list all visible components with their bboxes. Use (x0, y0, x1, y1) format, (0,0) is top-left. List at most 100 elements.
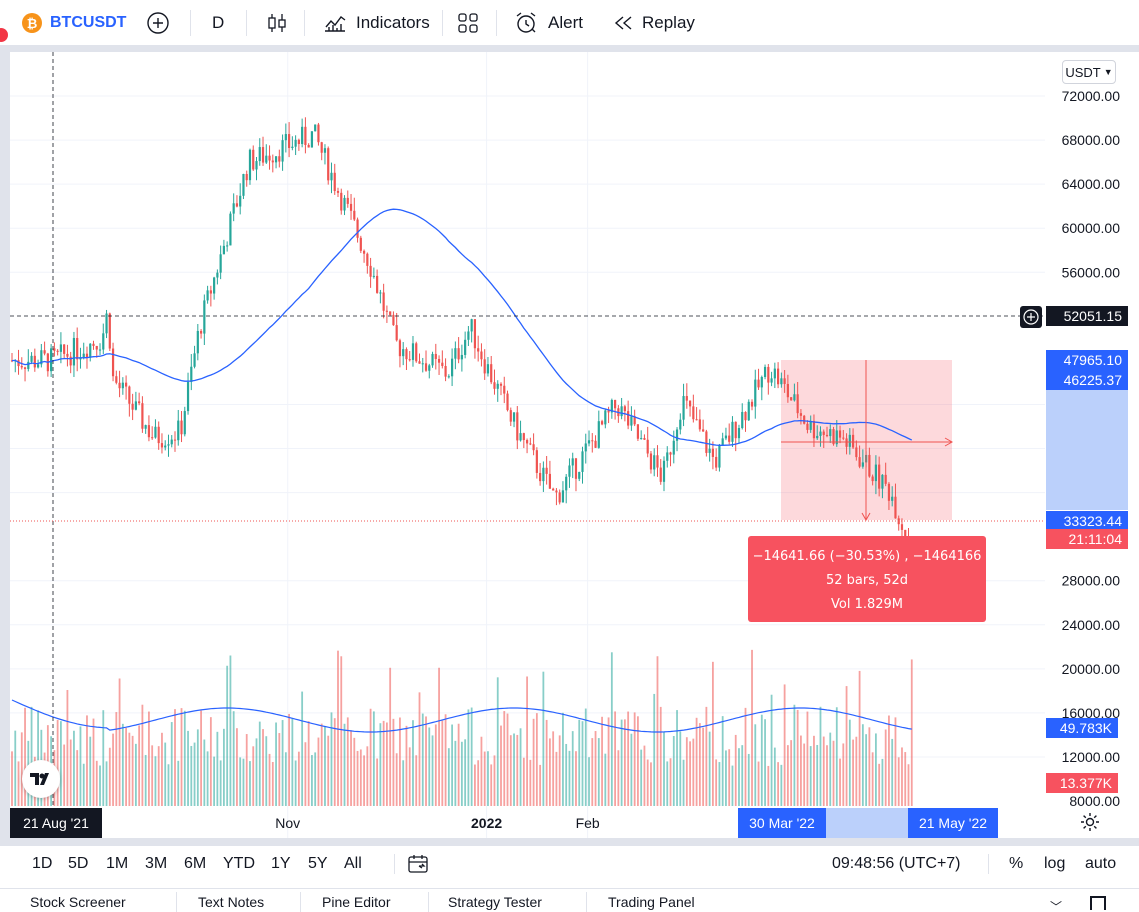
auto-scale-button[interactable]: auto (1085, 855, 1117, 872)
measure-change: −14641.66 (−30.53%) , −1464166 (752, 549, 982, 564)
candle-body (636, 424, 640, 439)
indicators-button[interactable]: Indicators (322, 0, 430, 46)
volume-bar (56, 720, 59, 806)
crosshair-price-tag: 52051.15 (1046, 306, 1128, 326)
volume-bar (115, 712, 118, 806)
maximize-panel-icon[interactable] (1090, 896, 1106, 910)
volume-bar (855, 736, 858, 806)
currency-label: USDT (1065, 64, 1101, 80)
range-button-3m[interactable]: 3M (145, 855, 168, 872)
symbol-label: BTCUSDT (50, 14, 127, 31)
percent-scale-button[interactable]: % (1009, 855, 1024, 872)
candle-body (105, 313, 108, 334)
interval-button[interactable]: D (212, 0, 224, 46)
candle-body (464, 339, 467, 355)
candle-body (669, 452, 672, 455)
chart-type-button[interactable] (266, 0, 288, 46)
tab-text-notes[interactable]: Text Notes (198, 894, 265, 910)
moving-average-line (11, 208, 913, 446)
range-button-all[interactable]: All (344, 855, 362, 872)
candle-body (574, 458, 578, 479)
candle-body (480, 351, 483, 360)
candle-body (486, 364, 490, 374)
add-alert-plus-icon[interactable] (1020, 306, 1042, 328)
compare-symbol-button[interactable] (146, 0, 170, 46)
candle-body (653, 455, 656, 470)
bottom-toolbar (0, 846, 1139, 882)
volume-bar (402, 760, 405, 806)
tab-strategy-tester[interactable]: Strategy Tester (448, 894, 542, 910)
candle-body (499, 383, 503, 386)
range-button-5y[interactable]: 5Y (308, 855, 328, 872)
candle-body (59, 344, 62, 352)
volume-bar (138, 725, 141, 806)
candle-body (128, 386, 131, 404)
layouts-button[interactable] (456, 0, 480, 46)
tab-pine-editor[interactable]: Pine Editor (322, 894, 391, 910)
tradingview-logo[interactable] (22, 760, 60, 798)
range-button-1d[interactable]: 1D (32, 855, 53, 872)
tab-trading-panel[interactable]: Trading Panel (608, 894, 695, 910)
tab-stock-screener[interactable]: Stock Screener (30, 894, 126, 910)
volume-bar (490, 764, 493, 806)
candle-body (27, 361, 30, 369)
toolbar-divider (496, 10, 497, 36)
volume-bar (738, 748, 740, 806)
volume-bar (786, 745, 789, 806)
range-button-6m[interactable]: 6M (184, 855, 207, 872)
candle-body (806, 423, 809, 430)
log-scale-button[interactable]: log (1044, 855, 1066, 872)
range-button-1m[interactable]: 1M (106, 855, 129, 872)
candle-body (695, 419, 698, 421)
volume-bar (151, 745, 154, 806)
alert-button[interactable]: Alert (514, 0, 583, 46)
candle-body (558, 492, 561, 503)
volume-bar (174, 709, 176, 806)
chevron-down-icon[interactable]: ﹀ (1050, 900, 1063, 912)
replay-button[interactable]: Replay (612, 0, 695, 46)
volume-bar (294, 760, 297, 806)
candle-body (490, 364, 493, 383)
price-tick-label: 12000.00 (1062, 749, 1121, 765)
volume-bar (760, 714, 763, 806)
candle-body (415, 343, 418, 362)
volume-bar (637, 716, 639, 806)
candle-body (121, 382, 124, 389)
range-button-5d[interactable]: 5D (68, 855, 89, 872)
candle-body (118, 382, 121, 389)
candle-body (851, 434, 855, 448)
candle-body (600, 421, 604, 425)
volume-bar (858, 670, 861, 806)
candle-body (496, 383, 499, 389)
goto-date-icon[interactable] (406, 852, 430, 876)
volume-bar (340, 656, 343, 806)
volume-bar (438, 667, 440, 806)
volume-bar (304, 742, 307, 806)
volume-bar (568, 750, 571, 806)
volume-bar (610, 652, 613, 806)
currency-dropdown[interactable]: USDT ▼ (1062, 60, 1116, 84)
candle-body (219, 254, 222, 273)
volume-bar (601, 716, 603, 806)
clock-timezone-button[interactable]: 09:48:56 (UTC+7) (832, 855, 961, 872)
volume-bar (852, 739, 854, 806)
candle-body (340, 192, 343, 211)
volume-bar (506, 713, 509, 806)
settings-gear-icon[interactable] (1078, 810, 1102, 834)
price-tick-label: 60000.00 (1062, 220, 1121, 236)
candle-body (213, 277, 216, 294)
volume-bar (698, 723, 701, 806)
time-axis-labels: Nov 2022 Feb (275, 815, 600, 831)
volume-bar (493, 755, 496, 806)
volume-bar (161, 732, 163, 806)
candle-body (568, 465, 571, 477)
symbol-search-button[interactable]: ₿ BTCUSDT (22, 0, 126, 46)
candle-body (672, 440, 675, 455)
candle-body (408, 359, 411, 361)
volume-bar (118, 678, 121, 806)
volume-bar (412, 720, 414, 806)
volume-bar (105, 761, 108, 806)
range-button-1y[interactable]: 1Y (271, 855, 291, 872)
range-button-ytd[interactable]: YTD (223, 855, 255, 872)
